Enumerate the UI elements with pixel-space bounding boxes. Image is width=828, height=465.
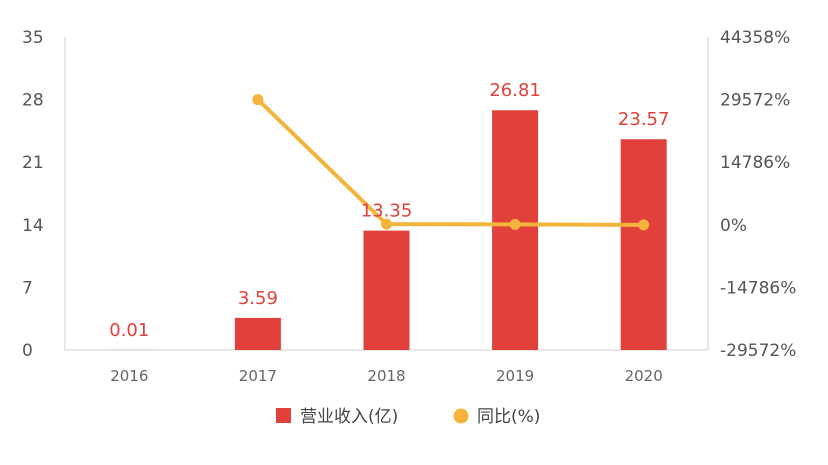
legend-swatch-revenue <box>276 408 291 423</box>
x-tick-label: 2017 <box>239 367 277 385</box>
yoy-point-2018 <box>381 218 392 230</box>
y-right-tick-label: 29572% <box>720 91 790 111</box>
yoy-line <box>255 97 646 227</box>
yoy-point-2017 <box>252 94 264 106</box>
bar-value-label: 23.57 <box>618 109 670 130</box>
yoy-point-2019 <box>509 218 521 230</box>
axes: 0 7 14 21 28 35 -29572% -14786% 0% 14786% 29572% 44… <box>22 28 796 385</box>
y-left-tick-label: 14 <box>22 216 44 236</box>
y-left-tick-label: 35 <box>22 28 44 48</box>
line-series <box>252 94 650 231</box>
y-right-tick-label: -29572% <box>720 341 796 361</box>
legend-label-yoy: 同比(%) <box>477 407 540 427</box>
legend-swatch-yoy <box>453 408 469 424</box>
data-labels: 0.01 3.59 13.35 26.81 23.57 <box>109 80 669 341</box>
bar-series <box>106 110 667 350</box>
bar-revenue-2017 <box>234 317 281 350</box>
x-tick-label: 2020 <box>625 367 663 385</box>
x-tick-label: 2018 <box>367 367 405 385</box>
bar-value-label: 0.01 <box>109 320 149 341</box>
x-tick-label: 2019 <box>496 367 534 385</box>
y-right-tick-label: -14786% <box>720 278 796 298</box>
yoy-point-2020 <box>638 219 650 231</box>
bar-revenue-2019 <box>492 110 539 350</box>
bar-revenue-2020 <box>620 139 667 350</box>
bar-value-label: 13.35 <box>361 201 413 222</box>
y-left-tick-label: 7 <box>22 278 33 298</box>
legend: 营业收入(亿) 同比(%) <box>276 407 540 427</box>
bar-value-label: 26.81 <box>489 80 541 101</box>
bar-value-label: 3.59 <box>238 288 278 309</box>
y-right-tick-label: 44358% <box>720 28 790 48</box>
legend-label-revenue: 营业收入(亿) <box>300 407 398 427</box>
y-left-tick-label: 21 <box>22 153 44 173</box>
y-left-tick-label: 28 <box>22 91 44 111</box>
y-right-tick-label: 0% <box>720 216 747 236</box>
y-right-tick-label: 14786% <box>720 153 790 173</box>
x-tick-label: 2016 <box>110 367 148 385</box>
y-left-tick-label: 0 <box>22 341 33 361</box>
bar-revenue-2018 <box>363 230 410 350</box>
